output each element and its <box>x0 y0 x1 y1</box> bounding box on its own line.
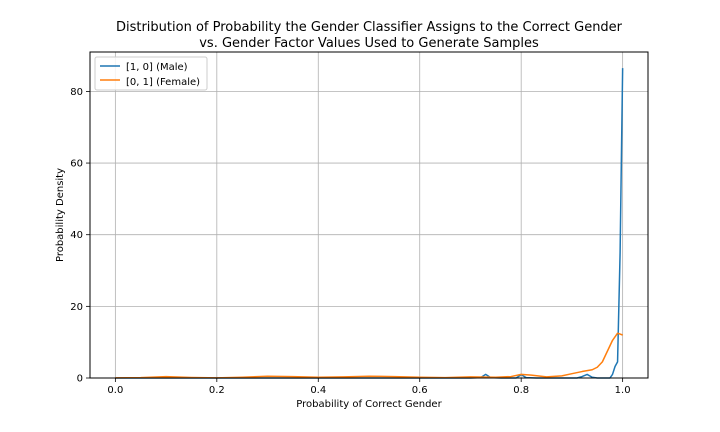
series-line-female <box>115 332 623 379</box>
y-tick-label: 0 <box>77 374 83 385</box>
legend-box <box>94 56 208 91</box>
y-tick-label: 40 <box>70 230 83 241</box>
x-axis-ticks: 0.0 0.2 0.4 0.6 0.8 1.0 <box>107 378 631 396</box>
y-axis-ticks: 0 20 40 60 80 <box>70 87 90 385</box>
series-layer <box>115 68 624 379</box>
y-tick-label: 20 <box>70 302 83 313</box>
legend: [1, 0] (Male) [0, 1] (Female) <box>94 56 208 91</box>
grid <box>90 52 648 379</box>
series-line-male <box>115 68 624 379</box>
x-tick-label: 0.0 <box>107 385 123 396</box>
plot-frame <box>89 51 649 379</box>
chart-title-line-1: Distribution of Probability the Gender C… <box>116 20 623 35</box>
legend-label-female: [0, 1] (Female) <box>126 77 200 88</box>
y-tick-label: 80 <box>70 87 83 98</box>
y-tick-label: 60 <box>70 159 83 170</box>
x-tick-label: 0.6 <box>412 385 428 396</box>
x-tick-label: 1.0 <box>615 385 631 396</box>
x-tick-label: 0.8 <box>513 385 529 396</box>
x-tick-label: 0.2 <box>209 385 225 396</box>
chart-title-line-2: vs. Gender Factor Values Used to Generat… <box>199 36 539 51</box>
legend-label-male: [1, 0] (Male) <box>126 62 188 73</box>
y-axis-label: Probability Density <box>55 168 66 262</box>
x-tick-label: 0.4 <box>310 385 326 396</box>
x-axis-label: Probability of Correct Gender <box>296 399 442 410</box>
